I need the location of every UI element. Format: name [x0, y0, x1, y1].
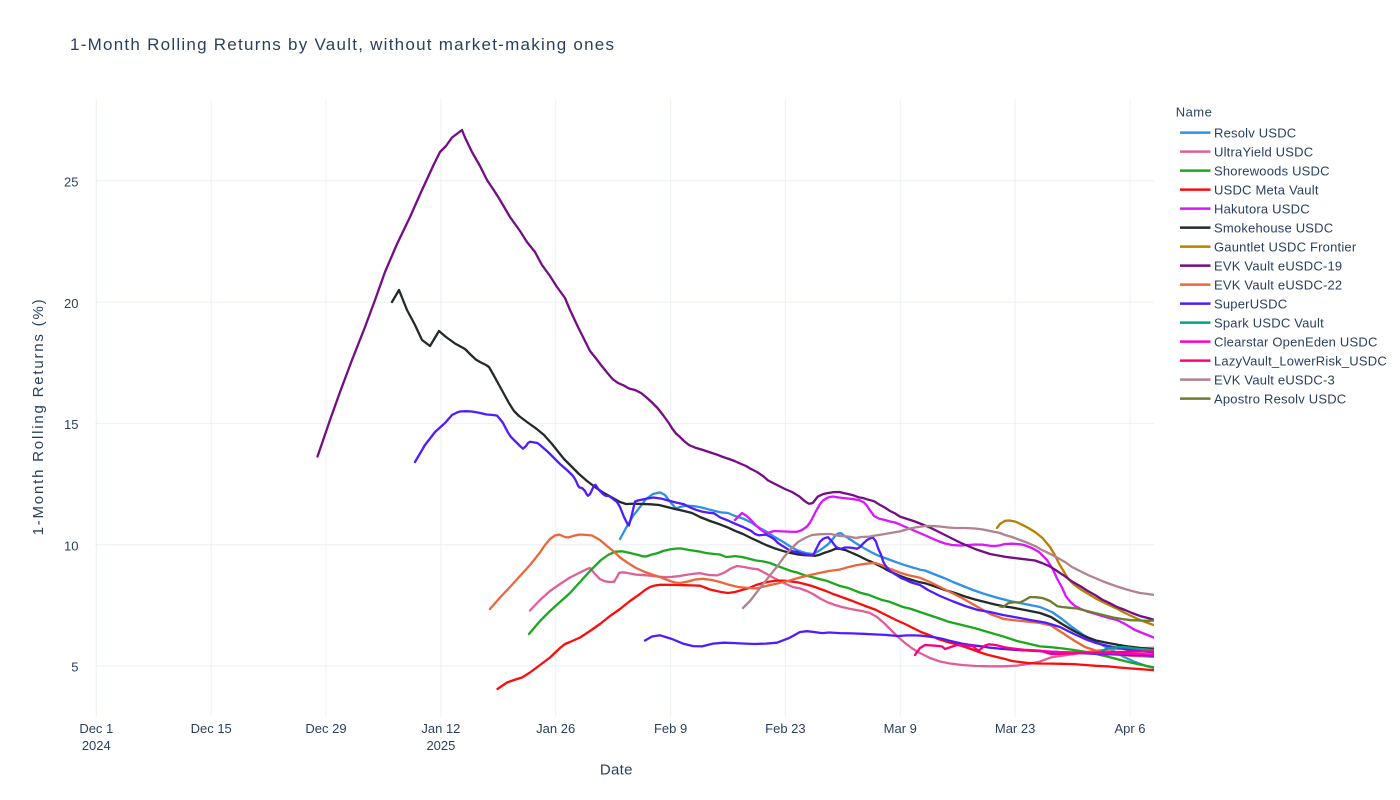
svg-text:Mar 23: Mar 23	[995, 721, 1035, 736]
svg-text:EVK Vault eUSDC-22: EVK Vault eUSDC-22	[1214, 277, 1342, 292]
svg-text:Feb 23: Feb 23	[765, 721, 805, 736]
svg-text:2024: 2024	[82, 738, 111, 753]
svg-text:EVK Vault eUSDC-19: EVK Vault eUSDC-19	[1214, 258, 1342, 273]
svg-text:Mar 9: Mar 9	[884, 721, 917, 736]
svg-text:25: 25	[64, 175, 78, 190]
svg-text:Dec 1: Dec 1	[79, 721, 113, 736]
svg-text:10: 10	[64, 538, 78, 553]
svg-text:Apostro Resolv USDC: Apostro Resolv USDC	[1214, 391, 1346, 406]
svg-text:Dec 29: Dec 29	[305, 721, 346, 736]
svg-text:Feb 9: Feb 9	[654, 721, 687, 736]
svg-text:Shorewoods USDC: Shorewoods USDC	[1214, 163, 1330, 178]
svg-text:USDC Meta Vault: USDC Meta Vault	[1214, 182, 1319, 197]
svg-text:5: 5	[71, 660, 78, 675]
svg-text:Jan 26: Jan 26	[536, 721, 575, 736]
svg-text:SuperUSDC: SuperUSDC	[1214, 296, 1287, 311]
svg-text:Jan 12: Jan 12	[421, 721, 460, 736]
svg-text:LazyVault_LowerRisk_USDC: LazyVault_LowerRisk_USDC	[1214, 353, 1387, 368]
svg-text:Spark USDC Vault: Spark USDC Vault	[1214, 315, 1324, 330]
svg-text:Dec 15: Dec 15	[191, 721, 232, 736]
svg-text:Smokehouse USDC: Smokehouse USDC	[1214, 220, 1333, 235]
svg-text:Gauntlet USDC Frontier: Gauntlet USDC Frontier	[1214, 239, 1357, 254]
svg-text:Hakutora USDC: Hakutora USDC	[1214, 201, 1310, 216]
svg-text:Name: Name	[1176, 105, 1213, 120]
svg-text:Resolv USDC: Resolv USDC	[1214, 125, 1296, 140]
svg-text:2025: 2025	[426, 738, 455, 753]
svg-text:UltraYield USDC: UltraYield USDC	[1214, 144, 1313, 159]
svg-text:Apr 6: Apr 6	[1114, 721, 1145, 736]
svg-text:1-Month Rolling Returns by Vau: 1-Month Rolling Returns by Vault, withou…	[70, 35, 615, 54]
svg-text:1-Month Rolling Returns (%): 1-Month Rolling Returns (%)	[30, 298, 47, 536]
svg-text:15: 15	[64, 417, 78, 432]
svg-text:Date: Date	[600, 762, 633, 779]
svg-text:Clearstar OpenEden USDC: Clearstar OpenEden USDC	[1214, 334, 1378, 349]
svg-text:EVK Vault eUSDC-3: EVK Vault eUSDC-3	[1214, 372, 1335, 387]
svg-text:20: 20	[64, 296, 78, 311]
